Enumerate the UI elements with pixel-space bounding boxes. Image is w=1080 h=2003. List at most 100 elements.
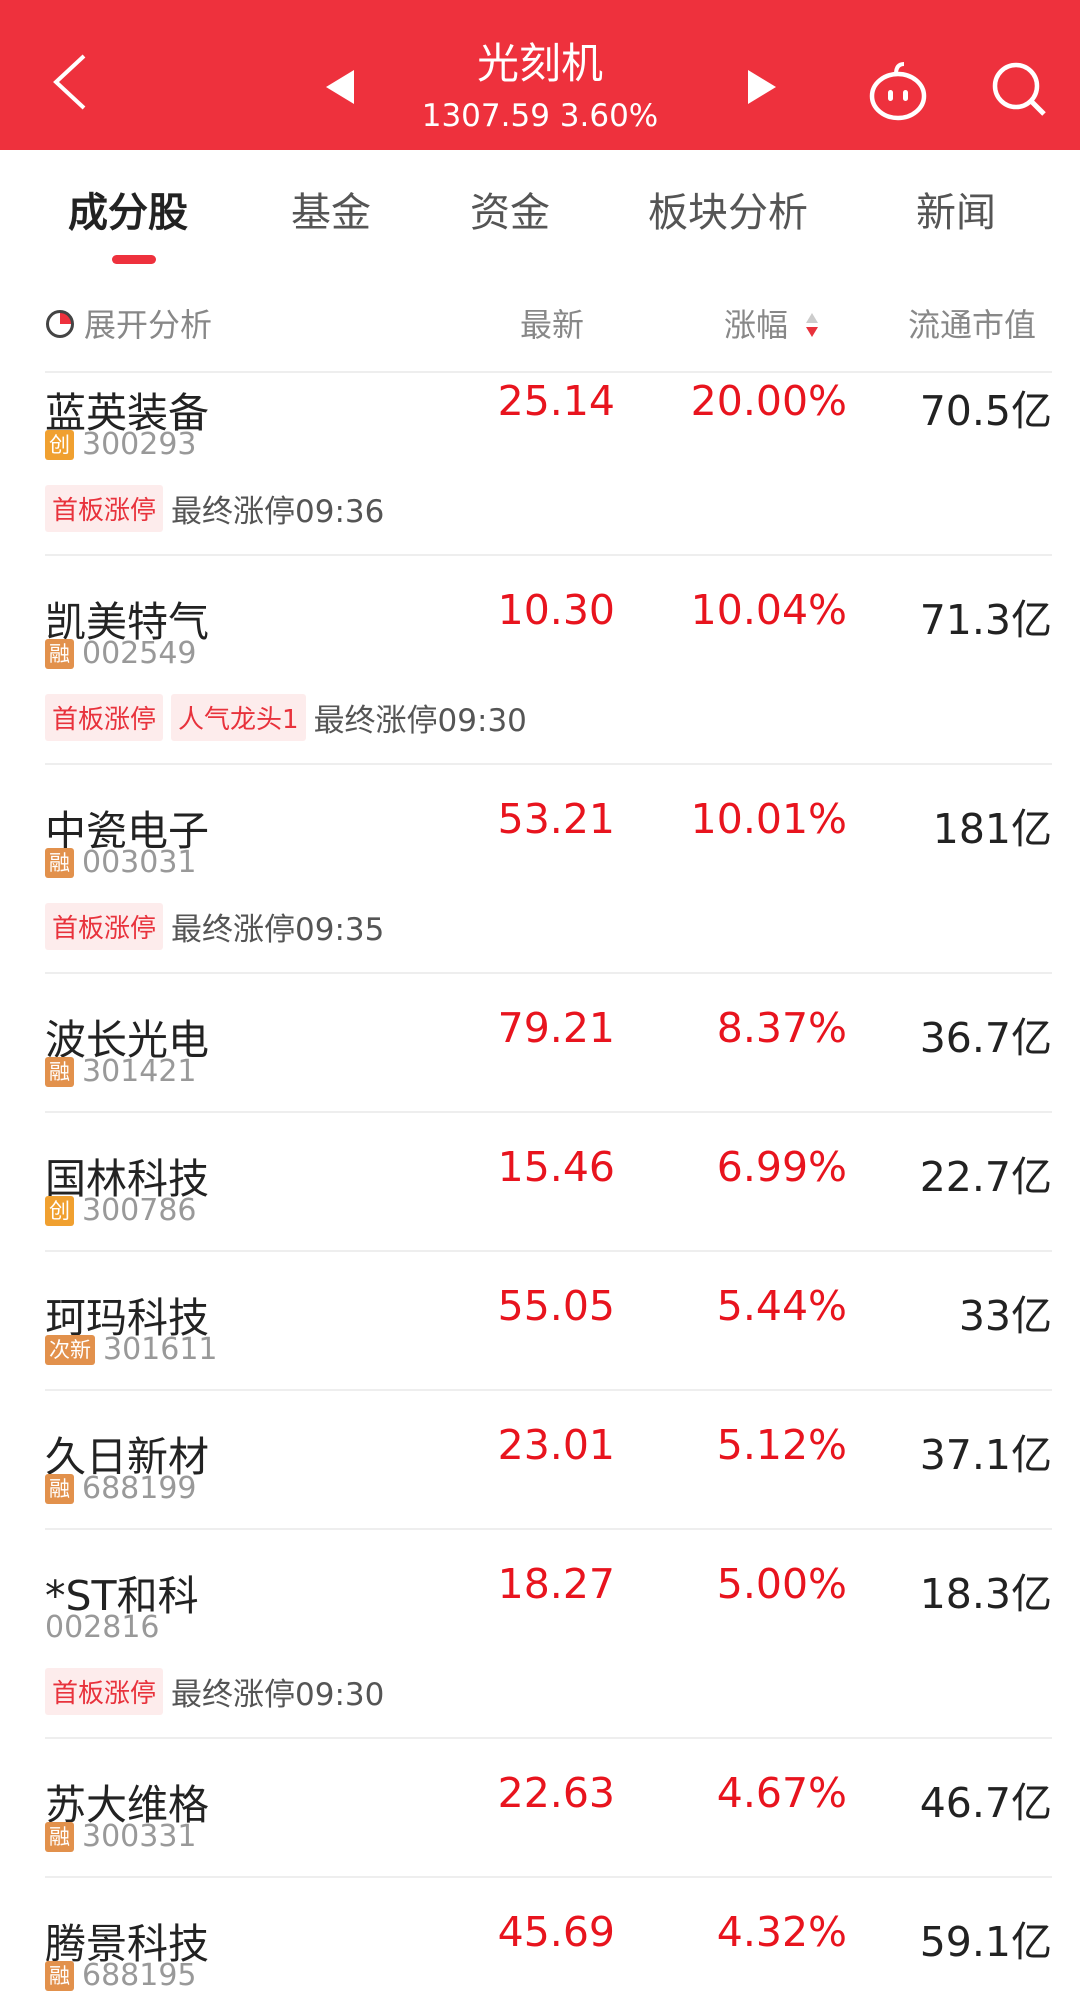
limit-up-tag[interactable]: 首板涨停	[45, 694, 164, 741]
stock-name: 蓝英装备	[45, 389, 209, 437]
stock-code: 300331	[82, 1819, 197, 1854]
stock-tags: 首板涨停 最终涨停09:36	[45, 485, 384, 532]
column-change[interactable]: 涨幅	[724, 306, 789, 344]
stock-market-cap: 181亿	[932, 805, 1052, 853]
stock-name: 波长光电	[45, 1016, 209, 1064]
stock-code: 003031	[82, 845, 197, 880]
limit-up-tag[interactable]: 首板涨停	[45, 485, 164, 532]
stock-price: 10.30	[497, 586, 615, 634]
final-limit-up-time: 最终涨停09:36	[171, 494, 385, 530]
stock-code-line: 次新 301611	[45, 1332, 218, 1367]
stock-code-line: 融 300331	[45, 1819, 197, 1854]
stock-tags: 首板涨停 最终涨停09:35	[45, 903, 384, 950]
stock-badge: 融	[45, 638, 74, 669]
limit-up-tag[interactable]: 人气龙头1	[171, 694, 306, 741]
tab-constituents[interactable]: 成分股	[68, 190, 188, 236]
stock-change: 10.04%	[690, 586, 847, 634]
stock-name: 苏大维格	[45, 1781, 209, 1829]
stock-badge: 融	[45, 1821, 74, 1852]
column-market-cap[interactable]: 流通市值	[908, 306, 1037, 344]
stock-row[interactable]: *ST和科 002816 18.27 5.00% 18.3亿 首板涨停 最终涨停09…	[45, 1530, 1052, 1739]
stock-code-line: 融 003031	[45, 845, 197, 880]
stock-row[interactable]: 珂玛科技 次新 301611 55.05 5.44% 33亿	[45, 1252, 1052, 1391]
stock-badge: 融	[45, 1960, 74, 1991]
stock-code: 301611	[103, 1332, 218, 1367]
stock-row[interactable]: 腾景科技 融 688195 45.69 4.32% 59.1亿	[45, 1878, 1052, 2003]
index-value: 1307.59	[421, 98, 550, 134]
stock-price: 55.05	[497, 1282, 615, 1330]
stock-code: 688195	[82, 1958, 197, 1993]
divider	[45, 371, 1052, 373]
stock-code-line: 创 300293	[45, 427, 197, 462]
stock-market-cap: 18.3亿	[919, 1570, 1052, 1618]
final-limit-up-time: 最终涨停09:35	[171, 912, 385, 948]
back-icon[interactable]	[48, 52, 94, 112]
column-latest[interactable]: 最新	[520, 306, 585, 344]
stock-name: 中瓷电子	[45, 807, 209, 855]
stock-market-cap: 70.5亿	[919, 387, 1052, 435]
stock-price: 45.69	[497, 1908, 615, 1956]
stock-badge: 次新	[45, 1334, 95, 1365]
stock-code: 300293	[82, 427, 197, 462]
limit-up-tag[interactable]: 首板涨停	[45, 903, 164, 950]
stock-code-line: 融 002549	[45, 636, 197, 671]
expand-analysis-button[interactable]: 展开分析	[84, 306, 213, 344]
stock-name: 凯美特气	[45, 598, 209, 646]
stock-change: 5.44%	[716, 1282, 847, 1330]
stock-badge: 融	[45, 847, 74, 878]
stock-badge: 融	[45, 1473, 74, 1504]
analysis-pie-icon[interactable]	[46, 310, 74, 338]
search-icon[interactable]	[990, 60, 1048, 118]
stock-change: 10.01%	[690, 795, 847, 843]
stock-market-cap: 46.7亿	[919, 1779, 1052, 1827]
stock-row[interactable]: 苏大维格 融 300331 22.63 4.67% 46.7亿	[45, 1739, 1052, 1878]
stock-badge: 创	[45, 429, 74, 460]
stock-code-line: 融 688199	[45, 1471, 197, 1506]
sector-title: 光刻机	[476, 39, 603, 88]
stock-change: 6.99%	[716, 1143, 847, 1191]
stock-change: 20.00%	[690, 377, 847, 425]
tab-capital[interactable]: 资金	[470, 190, 550, 236]
stock-code: 301421	[82, 1054, 197, 1089]
tab-news[interactable]: 新闻	[916, 190, 996, 236]
stock-name: 腾景科技	[45, 1920, 209, 1968]
stock-name: *ST和科	[45, 1572, 199, 1620]
stock-tags: 首板涨停 人气龙头1 最终涨停09:30	[45, 694, 527, 741]
stock-change: 4.67%	[716, 1769, 847, 1817]
stock-code-line: 融 301421	[45, 1054, 197, 1089]
stock-change: 5.12%	[716, 1421, 847, 1469]
stock-row[interactable]: 蓝英装备 创 300293 25.14 20.00% 70.5亿 首板涨停 最终涨停0…	[45, 372, 1052, 556]
stock-row[interactable]: 中瓷电子 融 003031 53.21 10.01% 181亿 首板涨停 最终涨停09…	[45, 765, 1052, 974]
tab-sector-analysis[interactable]: 板块分析	[648, 190, 808, 236]
tab-funds[interactable]: 基金	[291, 190, 371, 236]
stock-code-line: 融 688195	[45, 1958, 197, 1993]
stock-code-line: 002816	[45, 1610, 160, 1645]
active-tab-indicator	[112, 255, 156, 264]
previous-sector-icon[interactable]	[326, 70, 354, 104]
sort-descending-icon[interactable]	[805, 312, 819, 338]
index-change: 3.60%	[559, 98, 659, 134]
stock-market-cap: 71.3亿	[919, 596, 1052, 644]
stock-row[interactable]: 国林科技 创 300786 15.46 6.99% 22.7亿	[45, 1113, 1052, 1252]
stock-market-cap: 59.1亿	[919, 1918, 1052, 1966]
stock-list[interactable]: 蓝英装备 创 300293 25.14 20.00% 70.5亿 首板涨停 最终涨停0…	[0, 372, 1080, 2003]
stock-code: 002816	[45, 1610, 160, 1645]
stock-code: 002549	[82, 636, 197, 671]
column-header: 展开分析 最新 涨幅 流通市值	[0, 300, 1080, 350]
limit-up-tag[interactable]: 首板涨停	[45, 1668, 164, 1715]
stock-row[interactable]: 久日新材 融 688199 23.01 5.12% 37.1亿	[45, 1391, 1052, 1530]
stock-name: 久日新材	[45, 1433, 209, 1481]
stock-row[interactable]: 凯美特气 融 002549 10.30 10.04% 71.3亿首板涨停 人气龙头1…	[45, 556, 1052, 765]
next-sector-icon[interactable]	[748, 70, 776, 104]
robot-assistant-icon[interactable]	[866, 58, 930, 122]
top-bar: 光刻机 1307.59 3.60%	[0, 0, 1080, 150]
stock-price: 15.46	[497, 1143, 615, 1191]
stock-market-cap: 36.7亿	[919, 1014, 1052, 1062]
stock-code: 300786	[82, 1193, 197, 1228]
stock-market-cap: 22.7亿	[919, 1153, 1052, 1201]
stock-price: 79.21	[497, 1004, 615, 1052]
stock-change: 4.32%	[716, 1908, 847, 1956]
stock-change: 8.37%	[716, 1004, 847, 1052]
stock-row[interactable]: 波长光电 融 301421 79.21 8.37% 36.7亿	[45, 974, 1052, 1113]
stock-name: 国林科技	[45, 1155, 209, 1203]
